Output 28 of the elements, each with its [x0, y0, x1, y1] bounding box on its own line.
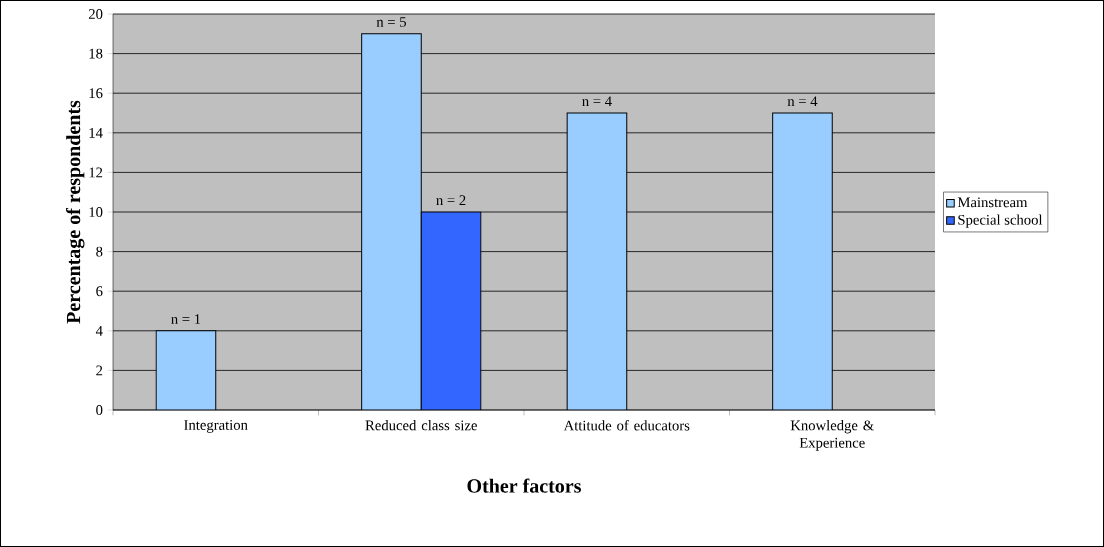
- annotation: n = 5: [376, 17, 406, 27]
- annotation: n = 1: [171, 314, 201, 324]
- y-axis-title: Percentage of respondents: [65, 100, 85, 324]
- y-tick-label: 8: [96, 246, 103, 257]
- legend-label: Mainstream: [957, 197, 1028, 208]
- x-tick-label: Knowledge & Experience: [790, 420, 874, 451]
- y-tick-label: 6: [96, 286, 103, 297]
- y-tick-label: 10: [89, 207, 103, 217]
- x-tick-label: Integration: [184, 420, 248, 433]
- y-tick-label: 12: [89, 167, 103, 178]
- annotation: n = 2: [436, 195, 466, 206]
- bar: [772, 112, 833, 410]
- annotation: n = 4: [787, 96, 818, 107]
- y-tick-label: 14: [89, 127, 103, 138]
- y-tick-label: 4: [95, 325, 103, 336]
- bar: [566, 112, 628, 410]
- bar: [155, 330, 217, 410]
- y-tick-label: 20: [88, 9, 103, 19]
- y-tick-label: 18: [89, 48, 103, 59]
- bar: [361, 33, 422, 410]
- legend-label: Special school: [958, 214, 1043, 228]
- x-axis-title: Other factors: [467, 478, 581, 493]
- annotation: n = 4: [582, 96, 612, 107]
- x-tick-label: Attitude of educators: [563, 420, 690, 431]
- y-tick-label: 2: [96, 365, 103, 376]
- x-tick-label: Reduced class size: [365, 420, 477, 431]
- y-tick-label: 16: [89, 88, 103, 99]
- y-tick-label: 0: [96, 405, 103, 415]
